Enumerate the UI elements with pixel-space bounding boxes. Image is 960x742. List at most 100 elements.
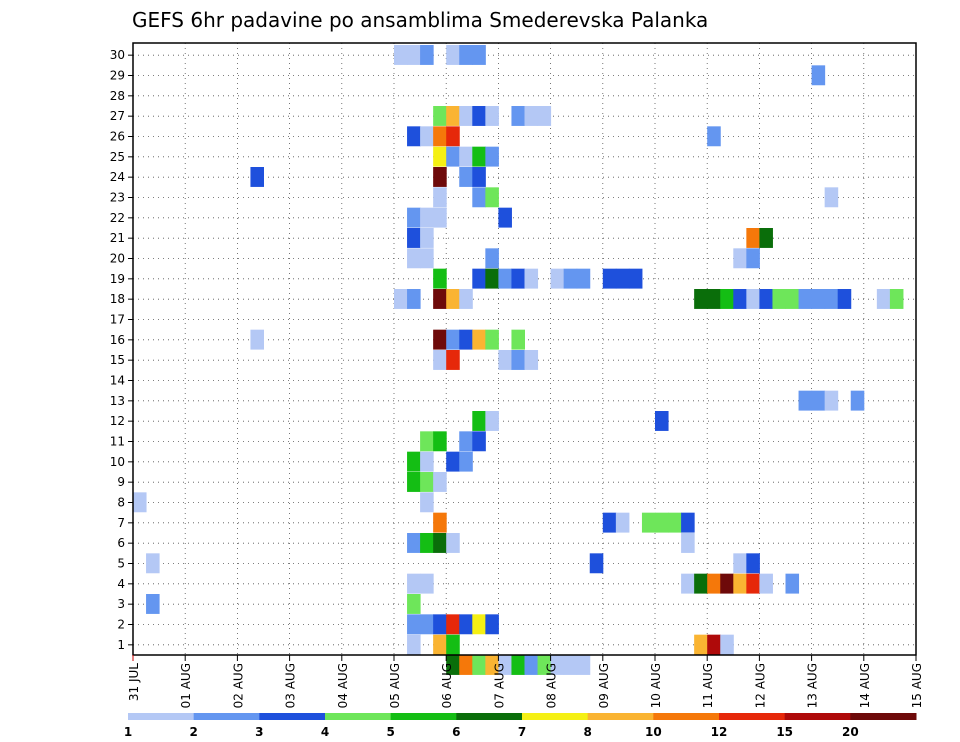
y-tick-label: 1 [117, 638, 125, 652]
data-cell [472, 45, 486, 65]
data-cell [446, 614, 460, 635]
data-cell [511, 350, 525, 370]
colorbar-swatch [193, 713, 260, 720]
colorbar-swatch [390, 713, 457, 720]
y-tick-label: 28 [110, 89, 125, 103]
data-cell [668, 512, 682, 533]
data-cell [889, 289, 904, 309]
x-tick-label: 08 AUG [545, 663, 559, 708]
data-cell [407, 289, 421, 309]
data-cell [433, 187, 447, 208]
colorbar-label: 7 [518, 725, 526, 739]
data-cell [146, 594, 160, 614]
colorbar: 1 2 3 4 5 6 7 8 10 12 15 20 [124, 713, 917, 739]
data-cell [472, 268, 486, 289]
data-cell [420, 228, 434, 248]
data-cell [485, 248, 499, 269]
colorbar-swatch [719, 713, 786, 720]
data-cell [824, 289, 839, 309]
data-cell [433, 472, 447, 492]
colorbar-swatch [850, 713, 917, 720]
colorbar-label: 10 [645, 725, 662, 739]
data-cell [811, 390, 826, 411]
y-tick-label: 23 [110, 191, 125, 205]
data-cell [407, 472, 421, 492]
x-tick-label: 13 AUG [806, 663, 820, 708]
x-tick-label: 05 AUG [388, 663, 402, 708]
data-cell [459, 289, 473, 309]
data-cell [615, 268, 630, 289]
x-axis: 31 JUL 01 AUG 02 AUG 03 AUG 04 AUG 05 AUG 06 A… [127, 655, 924, 708]
data-cell [459, 146, 473, 167]
colorbar-label: 4 [321, 725, 329, 739]
data-cell [485, 411, 499, 431]
colorbar-label: 1 [124, 725, 132, 739]
data-cell [746, 573, 760, 594]
data-cell [485, 329, 499, 350]
data-cell [824, 187, 839, 208]
data-cell [785, 289, 800, 309]
colorbar-label: 20 [842, 725, 859, 739]
data-cell [420, 207, 434, 228]
data-cell [563, 655, 578, 675]
data-cell [824, 390, 839, 411]
x-tick-label: 15 AUG [910, 663, 924, 708]
data-cell [681, 573, 695, 594]
colorbar-swatch [522, 713, 589, 720]
data-cell [537, 655, 552, 675]
data-cell [485, 268, 499, 289]
data-cell [759, 228, 773, 248]
data-cell [615, 512, 630, 533]
colorbar-swatch [128, 713, 195, 720]
x-tick-label: 12 AUG [753, 663, 767, 708]
y-tick-label: 16 [110, 333, 125, 347]
y-tick-label: 17 [110, 313, 125, 327]
data-cell [707, 289, 721, 309]
data-cell [655, 512, 669, 533]
y-tick-label: 10 [110, 455, 125, 469]
data-cell [694, 573, 708, 594]
data-cell [446, 126, 460, 147]
data-cell [407, 614, 421, 635]
x-tick-label: 01 AUG [179, 663, 193, 708]
colorbar-label: 8 [583, 725, 591, 739]
data-cell [759, 573, 773, 594]
y-tick-label: 18 [110, 292, 125, 306]
y-tick-label: 19 [110, 272, 125, 286]
y-tick-label: 4 [117, 577, 125, 591]
data-cell [420, 614, 434, 635]
y-tick-label: 6 [117, 536, 125, 550]
data-cell [420, 248, 434, 269]
y-tick-label: 30 [110, 48, 125, 62]
data-cell [707, 634, 721, 655]
y-tick-label: 5 [117, 557, 125, 571]
colorbar-label: 5 [386, 725, 394, 739]
data-cell [485, 146, 499, 167]
y-tick-label: 9 [117, 475, 125, 489]
x-tick-label: 09 AUG [597, 663, 611, 708]
data-cell [641, 512, 656, 533]
data-cell [563, 268, 578, 289]
y-tick-label: 15 [110, 353, 125, 367]
data-cell [446, 329, 460, 350]
data-cell [472, 655, 486, 675]
data-cell [472, 106, 486, 126]
colorbar-swatch [325, 713, 392, 720]
data-cell [485, 187, 499, 208]
data-cell [472, 146, 486, 167]
data-cell [576, 268, 591, 289]
data-cell [602, 268, 617, 289]
data-cell [459, 106, 473, 126]
data-cell [511, 329, 525, 350]
data-cell [420, 472, 434, 492]
data-cell [876, 289, 891, 309]
data-cell [407, 573, 421, 594]
data-cell [576, 655, 591, 675]
x-tick-label: 11 AUG [701, 663, 715, 708]
colorbar-swatch [587, 713, 654, 720]
colorbar-label: 3 [255, 725, 263, 739]
data-cell [433, 167, 447, 187]
data-cell [511, 268, 525, 289]
data-cell [407, 248, 421, 269]
y-tick-label: 29 [110, 69, 125, 83]
